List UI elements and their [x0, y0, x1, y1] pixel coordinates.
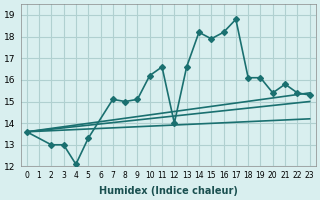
- X-axis label: Humidex (Indice chaleur): Humidex (Indice chaleur): [99, 186, 238, 196]
